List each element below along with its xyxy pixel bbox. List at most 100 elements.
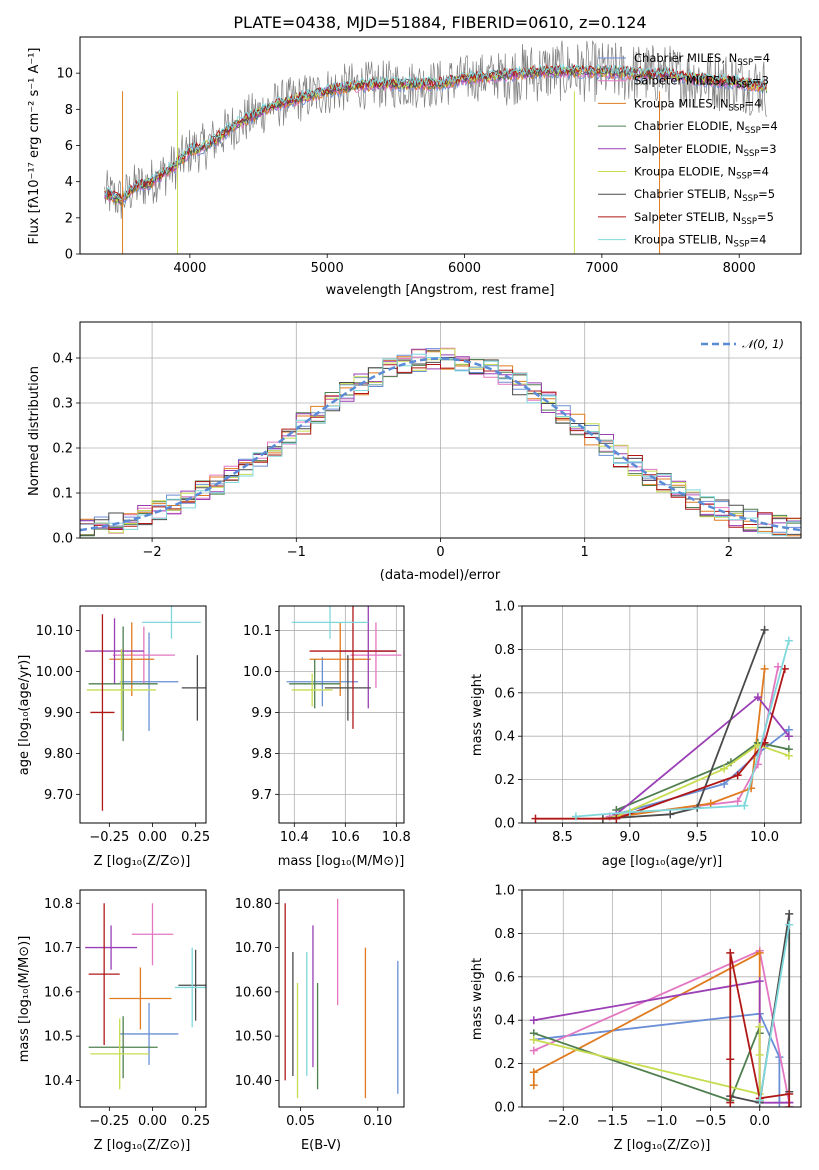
- x-tick-label: −0.25: [89, 1114, 129, 1129]
- y-tick-label: 1.0: [494, 600, 515, 615]
- x-tick-label: −2: [143, 545, 162, 560]
- y-tick-label: 10.8: [44, 897, 73, 912]
- data-point-marker: [760, 664, 769, 673]
- x-tick-label: 0.05: [286, 1114, 315, 1129]
- x-tick-label: 8000: [723, 261, 756, 276]
- plot-area: [85, 606, 206, 811]
- y-tick-label: 4: [65, 175, 73, 190]
- x-tick-label: 2: [725, 545, 733, 560]
- data-point-marker: [529, 1081, 538, 1090]
- x-tick-label: 0.10: [363, 1114, 392, 1129]
- data-point-marker: [529, 1046, 538, 1055]
- y-tick-label: 0.0: [494, 817, 515, 832]
- data-point-marker: [784, 732, 793, 741]
- y-tick-label: 2: [65, 211, 73, 226]
- mass-weight-line: [602, 629, 766, 820]
- age-vs-z-ylabel: age [log₁₀(age/yr)]: [17, 655, 32, 776]
- axes-frame: [278, 889, 405, 1108]
- data-point-marker: [531, 814, 540, 823]
- panel-age_vs_Z: −0.25 0.00 0.25 9.70 9.80 9.90 10.00 10.10: [36, 605, 210, 845]
- x-tick-label: −0.5: [695, 1114, 727, 1129]
- axes-frame: [79, 36, 802, 255]
- y-tick-label: 10.70: [235, 941, 272, 956]
- data-point-marker: [706, 799, 715, 808]
- legend-label: Salpeter STELIB, NSSP=5: [634, 210, 774, 227]
- x-tick-label: 10.8: [382, 830, 411, 845]
- x-tick-label: 9.0: [619, 830, 640, 845]
- y-tick-label: 0.6: [494, 686, 515, 701]
- data-point-marker: [760, 625, 769, 634]
- histogram-step: [80, 357, 801, 536]
- axes-frame: [521, 605, 802, 824]
- plot-area: [286, 606, 402, 729]
- axes-frame: [521, 889, 802, 1108]
- y-tick-label: 10.80: [235, 897, 272, 912]
- data-point-marker: [666, 810, 675, 819]
- x-tick-label: 10.6: [331, 830, 360, 845]
- y-tick-label: 9.80: [44, 747, 73, 762]
- data-point-marker: [740, 801, 749, 810]
- data-point-marker: [733, 771, 742, 780]
- x-tick-label: 6000: [448, 261, 481, 276]
- x-tick-label: 0.25: [181, 1114, 210, 1129]
- y-tick-label: 10.7: [44, 941, 73, 956]
- legend-label: Kroupa MILES, NSSP=4: [634, 96, 761, 113]
- y-tick-label: 0.4: [494, 1014, 515, 1029]
- plot-area: [531, 625, 793, 823]
- residuals-xlabel: (data-model)/error: [380, 568, 501, 583]
- x-tick-label: 7000: [585, 261, 618, 276]
- x-tick-label: −1: [287, 545, 306, 560]
- data-point-marker: [755, 1050, 764, 1059]
- y-tick-label: 0.2: [52, 442, 73, 457]
- weight-vs-age-ylabel: mass weight: [470, 674, 485, 756]
- y-tick-label: 0.2: [494, 1057, 515, 1072]
- data-point-marker: [785, 1103, 794, 1107]
- y-tick-label: 10.60: [235, 985, 272, 1000]
- data-point-marker: [726, 1098, 735, 1107]
- y-tick-label: 0.4: [52, 352, 73, 367]
- mass-weight-line: [609, 666, 779, 818]
- normal-reference-curve: [80, 357, 801, 532]
- y-tick-label: 0.3: [52, 397, 73, 412]
- y-tick-label: 6: [65, 139, 73, 154]
- panel-spectrum: 4000 5000 6000 7000 8000 0 2 4 6 8 10 Chabrier MILE…: [56, 36, 802, 276]
- x-tick-label: −1.0: [646, 1114, 678, 1129]
- y-tick-label: 8: [65, 103, 73, 118]
- data-point-marker: [755, 1022, 764, 1031]
- y-tick-label: 9.7: [251, 788, 272, 803]
- y-tick-label: 10: [56, 67, 73, 82]
- age-vs-z-xlabel: Z [log₁₀(Z/Z⊙)]: [94, 854, 191, 869]
- y-tick-label: 10.5: [44, 1030, 73, 1045]
- data-point-marker: [733, 797, 742, 806]
- plot-area: [529, 909, 794, 1107]
- spectrum-ylabel: Flux [fλ10⁻¹⁷ erg cm⁻² s⁻¹ A⁻¹]: [27, 48, 42, 245]
- legend-label: Kroupa ELODIE, NSSP=4: [634, 165, 769, 182]
- mass-weight-line: [758, 924, 791, 1101]
- data-point-marker: [726, 1055, 735, 1064]
- y-tick-label: 0.8: [494, 643, 515, 658]
- data-point-marker: [726, 948, 735, 957]
- legend-label: Chabrier ELODIE, NSSP=4: [634, 119, 778, 136]
- x-tick-label: −2.0: [547, 1114, 579, 1129]
- data-point-marker: [529, 1035, 538, 1044]
- panel-age_vs_mass: 10.4 10.6 10.8 9.7 9.8 9.9 10.0 10.1: [243, 605, 411, 845]
- x-tick-label: 10.4: [280, 830, 309, 845]
- axes-frame: [278, 605, 405, 824]
- legend-label: Kroupa STELIB, NSSP=4: [634, 233, 766, 250]
- y-tick-label: 0.4: [494, 730, 515, 745]
- panel-mass_vs_EBV: 0.05 0.10 10.40 10.50 10.60 10.70 10.80: [235, 889, 405, 1129]
- data-point-marker: [755, 1096, 764, 1105]
- y-tick-label: 10.40: [235, 1074, 272, 1089]
- histogram-step: [80, 359, 801, 536]
- y-tick-label: 9.90: [44, 706, 73, 721]
- data-point-marker: [784, 636, 793, 645]
- y-tick-label: 10.6: [44, 985, 73, 1000]
- data-point-marker: [571, 812, 580, 821]
- spectrum-title: PLATE=0438, MJD=51884, FIBERID=0610, z=0…: [233, 13, 646, 32]
- mass-weight-line: [533, 1026, 761, 1096]
- mass-vs-z-ylabel: mass [log₁₀(M/M⊙)]: [17, 936, 32, 1063]
- x-tick-label: −0.25: [89, 830, 129, 845]
- y-tick-label: 10.4: [44, 1074, 73, 1089]
- y-tick-label: 9.70: [44, 788, 73, 803]
